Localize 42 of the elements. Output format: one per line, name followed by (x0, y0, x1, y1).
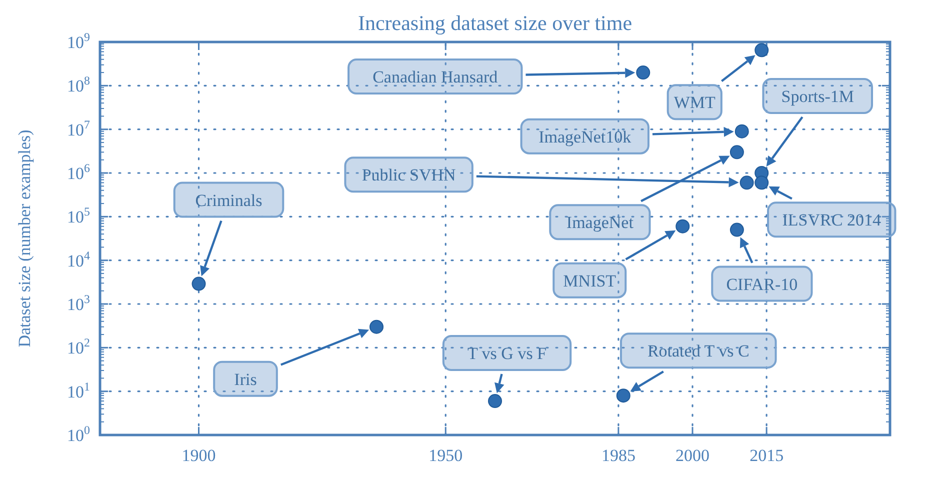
y-tick-label: 10$^{8}$ (67, 74, 90, 96)
x-tick-label: 1900 (182, 446, 216, 465)
y-axis-title: Dataset size (number examples) (15, 130, 34, 348)
x-tick-label: 1950 (428, 446, 463, 465)
y-tick-label: 10$^{0}$ (67, 422, 90, 445)
annotation: Rotated T vs C (647, 342, 750, 361)
point (488, 394, 502, 408)
annotation: ILSVRC 2014 (782, 210, 882, 230)
point (730, 145, 744, 160)
annotation: ImageNet (566, 213, 634, 232)
annotation: T vs G vs F (467, 344, 547, 363)
point (616, 388, 630, 403)
annotation: Iris (234, 370, 257, 389)
point (730, 222, 744, 237)
point (734, 124, 749, 138)
annotation: WMT (674, 93, 716, 112)
y-tick-label: 10$^{3}$ (67, 292, 90, 314)
y-tick-label: 10$^{6}$ (67, 160, 90, 183)
y-tick-label: 10$^{5}$ (67, 204, 90, 227)
y-tick-label: 10$^{9}$ (67, 30, 90, 52)
y-tick-label: 10$^{7}$ (67, 117, 90, 140)
annotation: Sports-1M (781, 86, 854, 106)
annotation: ImageNet10k (538, 127, 632, 146)
annotation: Public SVHN (362, 166, 456, 185)
point (676, 219, 690, 234)
y-tick-label: 10$^{1}$ (67, 379, 90, 402)
y-tick-label: 10$^{4}$ (67, 248, 90, 270)
annotation: Criminals (195, 190, 262, 210)
y-tick-label: 10$^{2}$ (67, 336, 90, 358)
chart-title: Increasing dataset size over time (358, 11, 632, 35)
point (370, 320, 384, 334)
annotation: CIFAR-10 (726, 274, 798, 294)
x-tick-label: 1985 (601, 446, 636, 465)
point (740, 176, 754, 190)
point (192, 276, 206, 291)
x-tick-label: 2015 (750, 446, 784, 465)
point (754, 43, 769, 58)
annotation: Canadian Hansard (372, 67, 498, 86)
point (754, 176, 769, 190)
point (636, 66, 650, 80)
annotation: MNIST (563, 271, 617, 290)
x-tick-label: 2000 (676, 446, 710, 465)
